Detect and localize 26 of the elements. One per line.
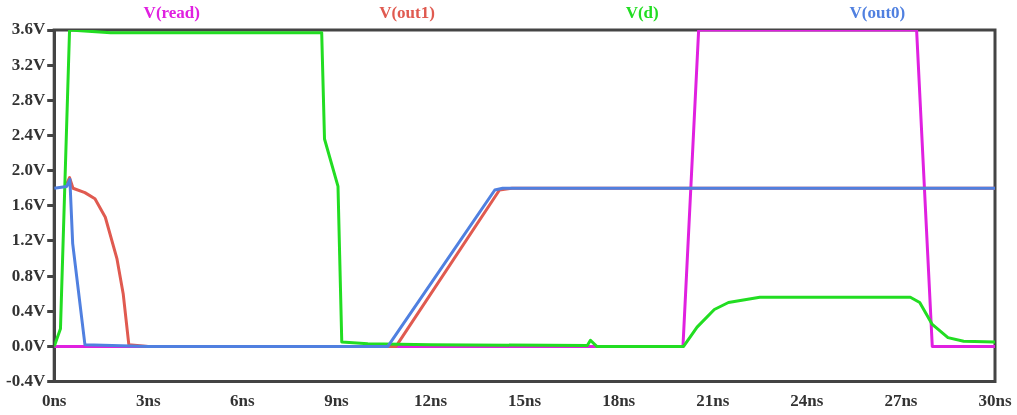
y-tick-label: 2.8V <box>11 89 46 109</box>
x-tick-label: 3ns <box>135 391 161 411</box>
x-tick-label: 18ns <box>602 391 636 411</box>
y-tick-label: 0.4V <box>11 300 46 320</box>
x-tick-label: 15ns <box>508 391 542 411</box>
x-tick-label: 27ns <box>884 391 918 411</box>
y-tick-label: 1.2V <box>11 230 46 250</box>
text: V(read) <box>143 2 200 22</box>
y-tick-label: 3.2V <box>11 54 46 74</box>
y-tick-label: 3.6V <box>11 19 46 39</box>
y-tick-label: 0.0V <box>11 335 46 355</box>
text: V(out1) <box>379 2 435 22</box>
x-tick-label: 9ns <box>324 391 350 411</box>
y-tick-label: 2.4V <box>11 124 46 144</box>
y-tick-label: 2.0V <box>11 160 46 180</box>
text: V(out0) <box>849 2 906 22</box>
x-tick-label: 21ns <box>696 391 730 411</box>
x-tick-label: 0ns <box>41 391 67 411</box>
x-tick-label: 6ns <box>230 391 256 411</box>
y-tick-label: -0.4V <box>5 370 46 390</box>
x-tick-label: 30ns <box>978 391 1012 411</box>
y-tick-label: 0.8V <box>11 265 46 285</box>
x-tick-label: 12ns <box>413 391 448 411</box>
y-tick-label: 1.6V <box>11 195 46 215</box>
text: V(d) <box>625 2 659 22</box>
x-tick-label: 24ns <box>790 391 824 411</box>
